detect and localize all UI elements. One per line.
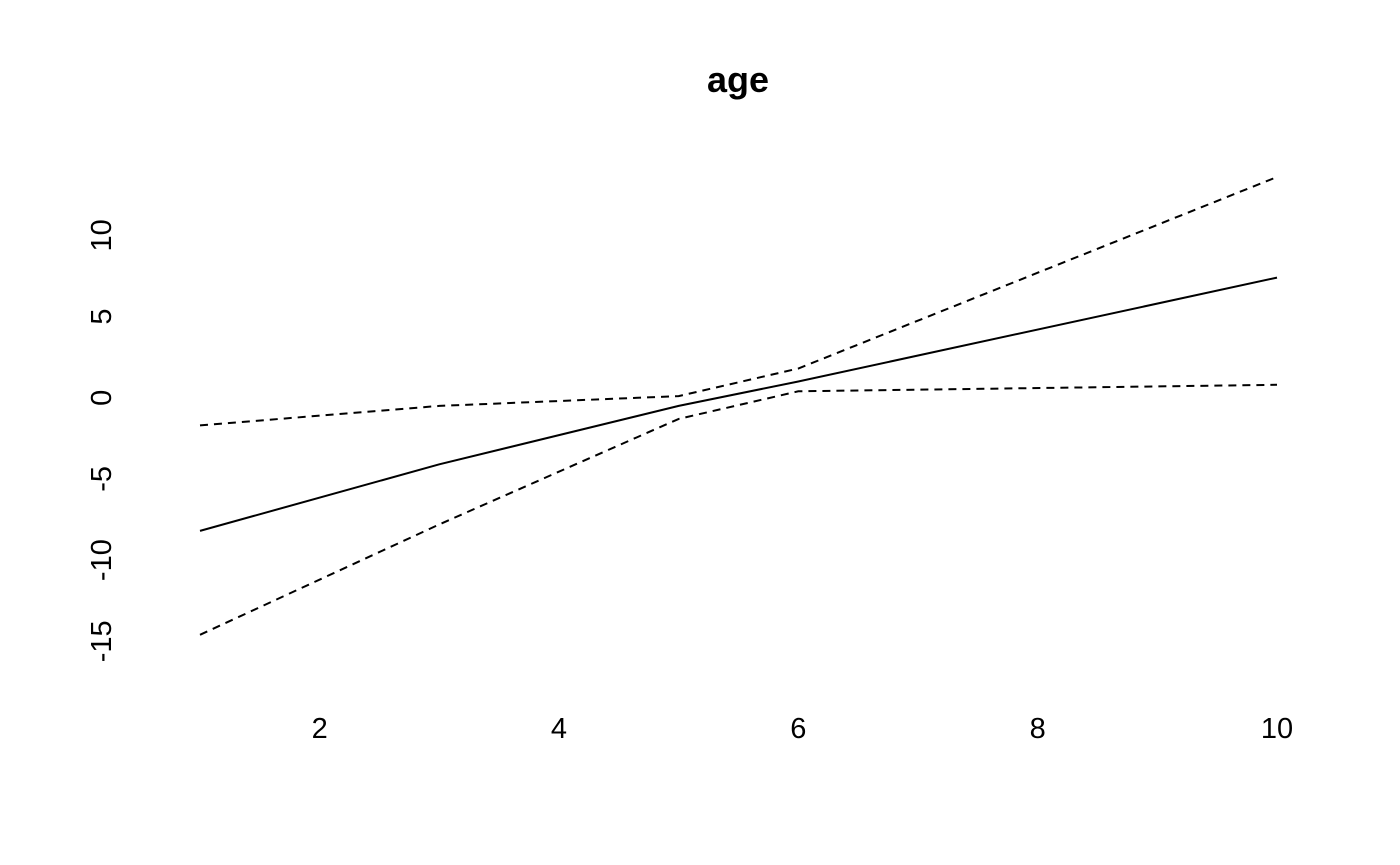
plot-lines xyxy=(199,176,1278,636)
y-tick-label: 10 xyxy=(86,219,118,251)
y-tick-label: -10 xyxy=(86,539,118,581)
x-tick-label: 8 xyxy=(1030,713,1046,745)
x-tick-label: 2 xyxy=(312,713,328,745)
y-tick-label: 5 xyxy=(86,309,118,325)
series-line-3 xyxy=(199,383,1278,636)
y-tick-label: -15 xyxy=(86,620,118,662)
x-tick-label: 10 xyxy=(1261,713,1293,745)
x-tick-label: 6 xyxy=(790,713,806,745)
x-axis-tick-labels: 2 4 6 8 10 xyxy=(312,713,1294,745)
series-line-1 xyxy=(199,276,1278,532)
x-tick-label: 4 xyxy=(551,713,567,745)
chart-title: age xyxy=(707,59,769,100)
y-tick-label: 0 xyxy=(86,390,118,406)
y-tick-label: -5 xyxy=(86,466,118,492)
y-axis-tick-labels: -15 -10 -5 0 5 10 xyxy=(86,219,118,662)
series-line-2 xyxy=(199,176,1278,427)
